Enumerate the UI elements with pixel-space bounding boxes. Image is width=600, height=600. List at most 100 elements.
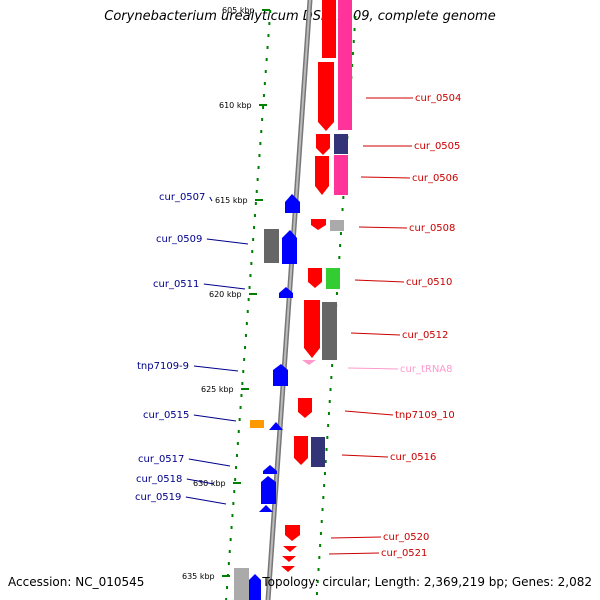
gene-arrow	[259, 505, 273, 512]
scale-tick	[317, 568, 320, 571]
gene-arrow	[298, 398, 312, 418]
scale-tick	[316, 580, 319, 583]
scale-tick	[339, 244, 342, 247]
scale-tick	[315, 592, 318, 595]
scale-tick	[257, 166, 260, 169]
scale-tick	[231, 514, 234, 517]
gene-label-cur_0507: cur_0507	[159, 192, 205, 203]
scale-tick	[351, 52, 354, 55]
scale-tick	[327, 424, 330, 427]
scale-tick	[253, 214, 256, 217]
scale-tick	[319, 544, 322, 547]
scale-tick	[246, 310, 249, 313]
right-gene-labels: cur_0504 cur_0505 cur_0506 cur_0508 cur_0510…	[328, 93, 461, 559]
gene-label-cur_tRNA8: cur_tRNA8	[400, 364, 453, 375]
scale-tick	[242, 370, 245, 373]
scale-tick	[256, 178, 259, 181]
scale-tick	[326, 436, 329, 439]
scale-tick	[354, 16, 357, 19]
scale-tick	[338, 256, 341, 259]
scale-tick	[228, 550, 231, 553]
gene-arrow	[269, 422, 283, 430]
gene-arrow	[249, 574, 261, 600]
scale-tick	[352, 40, 355, 43]
scale-tick	[328, 400, 331, 403]
scale-label: 615 kbp	[215, 196, 248, 205]
gene-label-tnp7109_10: tnp7109_10	[395, 410, 455, 421]
gene-label-cur_0506: cur_0506	[412, 173, 458, 184]
scale-tick	[351, 64, 354, 67]
gene-block	[264, 229, 279, 263]
gene-arrow	[282, 230, 297, 264]
scale-tick	[320, 520, 323, 523]
scale-tick	[236, 442, 239, 445]
scale-label: 635 kbp	[182, 572, 215, 581]
gene-label-cur_0520: cur_0520	[383, 532, 429, 543]
scale-tick	[263, 82, 266, 85]
map-title: Corynebacterium urealyticum DSM 7109, co…	[104, 9, 496, 24]
gene-block	[330, 220, 344, 231]
genome-summary: Topology: circular; Length: 2,369,219 bp…	[262, 575, 592, 589]
scale-tick	[325, 448, 328, 451]
gene-label-cur_0512: cur_0512	[402, 330, 448, 341]
scale-tick	[255, 190, 258, 193]
scale-tick	[238, 418, 241, 421]
scale-tick	[244, 346, 247, 349]
gene-arrow	[285, 194, 300, 213]
scale-label: 610 kbp	[219, 101, 252, 110]
scale-tick	[227, 562, 230, 565]
gene-arrow	[261, 476, 276, 504]
gene-label-cur_0516: cur_0516	[390, 452, 436, 463]
scale-tick	[241, 382, 244, 385]
scale-tick	[225, 598, 228, 600]
scale-tick	[342, 196, 345, 199]
trna-mark	[302, 360, 316, 365]
gene-arrow	[315, 156, 329, 195]
accession-text: Accession: NC_010545	[8, 575, 145, 589]
gene-label-cur_0517: cur_0517	[138, 454, 184, 465]
scale-tick	[248, 286, 251, 289]
left-gene-labels: cur_0507 cur_0509 cur_0511 tnp7109-9 cur_051…	[135, 192, 249, 505]
scale-tick	[234, 478, 237, 481]
gene-arrow	[273, 364, 288, 386]
scale-tick	[353, 28, 356, 31]
scale-tick	[319, 532, 322, 535]
scale-tick	[322, 496, 325, 499]
gene-arrow	[308, 268, 322, 288]
gene-label-tnp7109-9: tnp7109-9	[137, 361, 189, 372]
scale-tick	[232, 502, 235, 505]
scale-tick	[239, 406, 242, 409]
scale-tick	[252, 238, 255, 241]
gene-label-cur_0518: cur_0518	[136, 474, 182, 485]
gene-arrow	[263, 465, 277, 474]
scale-tick	[226, 586, 229, 589]
scale-tick	[253, 226, 256, 229]
gene-arrow	[283, 546, 297, 552]
gene-label-cur_0509: cur_0509	[156, 234, 202, 245]
scale-tick	[244, 334, 247, 337]
scale-tick	[258, 154, 261, 157]
scale-tick	[235, 466, 238, 469]
scale-label: 620 kbp	[209, 290, 242, 299]
gene-arrow	[318, 62, 334, 131]
scale-tick	[341, 208, 344, 211]
scale-tick	[243, 358, 246, 361]
scale-tick	[331, 364, 334, 367]
scale-tick	[329, 388, 332, 391]
gene-label-cur_0511: cur_0511	[153, 279, 199, 290]
scale-label: 625 kbp	[201, 385, 234, 394]
scale-tick	[259, 142, 262, 145]
scale-tick	[250, 262, 253, 265]
gene-block	[234, 568, 249, 600]
scale-tick	[262, 106, 265, 109]
scale-tick	[323, 484, 326, 487]
scale-tick	[321, 508, 324, 511]
gene-label-cur_0519: cur_0519	[135, 492, 181, 503]
scale-tick	[339, 232, 342, 235]
gene-arrow	[285, 525, 300, 541]
scale-tick	[233, 490, 236, 493]
gene-label-cur_0504: cur_0504	[415, 93, 461, 104]
gene-arrow	[282, 556, 296, 562]
